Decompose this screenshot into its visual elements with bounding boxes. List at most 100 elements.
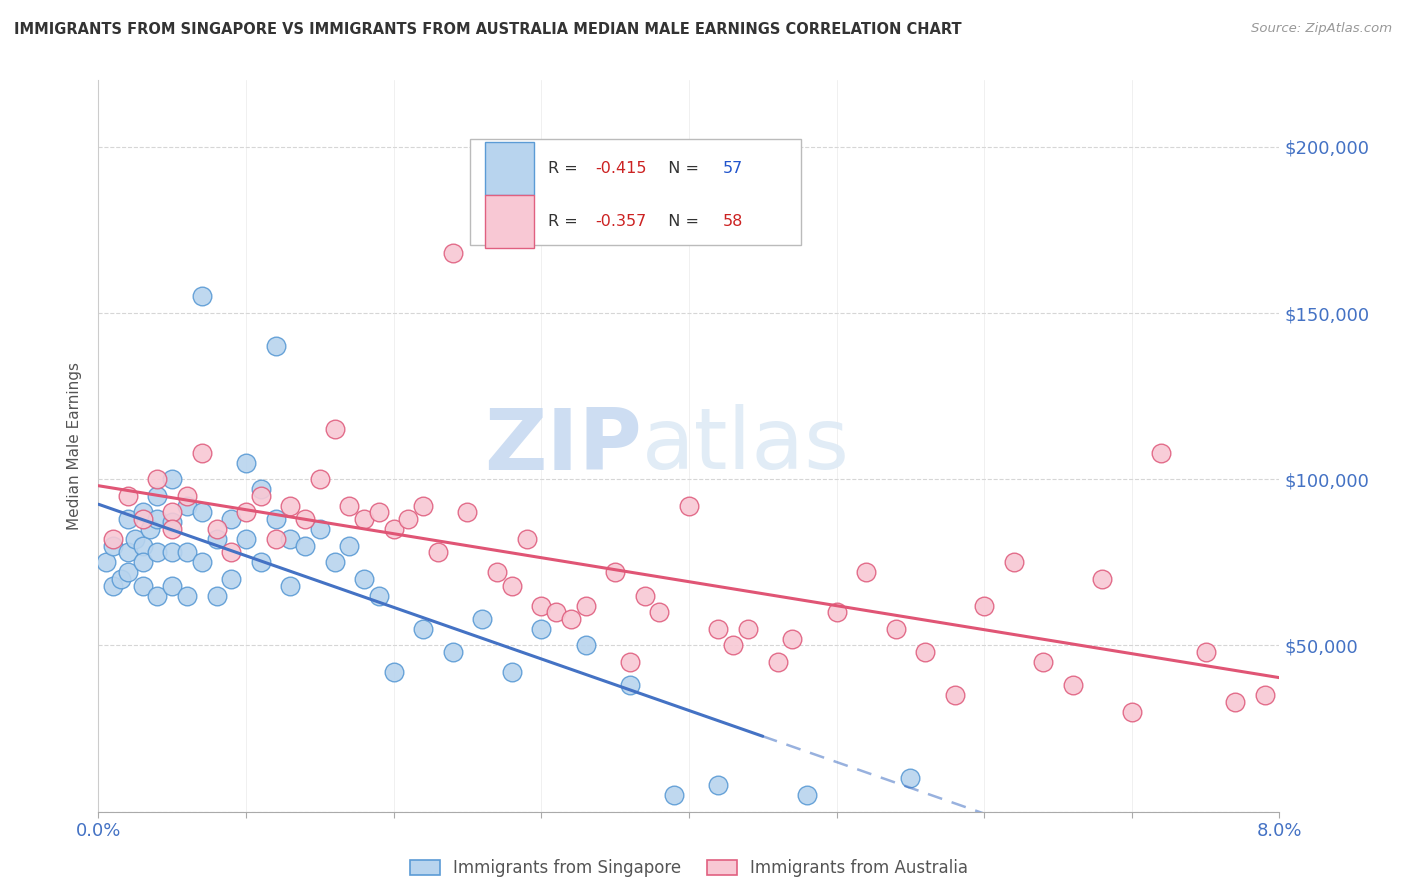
Point <box>176 489 198 503</box>
Point <box>337 499 360 513</box>
Point <box>219 545 242 559</box>
Point <box>219 512 242 526</box>
Point <box>664 788 686 802</box>
Point <box>132 506 155 520</box>
Point <box>124 532 146 546</box>
Point <box>132 555 155 569</box>
Point <box>426 545 449 559</box>
Point <box>235 532 257 546</box>
Point <box>1121 705 1143 719</box>
Point <box>530 599 553 613</box>
Point <box>973 599 995 613</box>
Point <box>308 522 332 536</box>
Point <box>914 645 936 659</box>
Point <box>162 545 183 559</box>
Text: ZIP: ZIP <box>484 404 641 488</box>
Point <box>884 622 907 636</box>
Point <box>501 579 523 593</box>
FancyBboxPatch shape <box>485 142 534 194</box>
Point <box>278 499 302 513</box>
Point <box>103 532 125 546</box>
Point <box>782 632 804 646</box>
Point <box>250 489 273 503</box>
Point <box>117 545 139 559</box>
Point <box>855 566 877 580</box>
Point <box>412 622 434 636</box>
Point <box>619 678 641 692</box>
Point <box>162 506 183 520</box>
Text: N =: N = <box>658 214 704 229</box>
Point <box>162 522 183 536</box>
Point <box>235 506 257 520</box>
Point <box>471 612 494 626</box>
Point <box>633 589 655 603</box>
Point <box>396 512 419 526</box>
Point <box>146 489 169 503</box>
Point <box>146 512 169 526</box>
Text: Source: ZipAtlas.com: Source: ZipAtlas.com <box>1251 22 1392 36</box>
Point <box>530 622 553 636</box>
Point <box>678 499 700 513</box>
Point <box>825 605 848 619</box>
Point <box>294 512 316 526</box>
Point <box>132 512 155 526</box>
Point <box>382 665 405 679</box>
Point <box>146 589 169 603</box>
Point <box>176 589 198 603</box>
Point <box>1194 645 1216 659</box>
Point <box>132 539 155 553</box>
Point <box>1062 678 1084 692</box>
Point <box>176 499 198 513</box>
Text: IMMIGRANTS FROM SINGAPORE VS IMMIGRANTS FROM AUSTRALIA MEDIAN MALE EARNINGS CORR: IMMIGRANTS FROM SINGAPORE VS IMMIGRANTS … <box>14 22 962 37</box>
Point <box>796 788 818 802</box>
Point <box>278 579 302 593</box>
Point <box>721 639 744 653</box>
Point <box>367 589 389 603</box>
Point <box>574 599 596 613</box>
Point <box>162 579 183 593</box>
Point <box>162 472 183 486</box>
Point <box>139 522 162 536</box>
Point <box>737 622 759 636</box>
Text: -0.357: -0.357 <box>596 214 647 229</box>
FancyBboxPatch shape <box>485 195 534 248</box>
FancyBboxPatch shape <box>471 139 801 245</box>
Point <box>648 605 671 619</box>
Point <box>162 516 183 530</box>
Point <box>191 445 214 459</box>
Point <box>250 555 273 569</box>
Point <box>456 506 478 520</box>
Point <box>278 532 302 546</box>
Point <box>110 572 132 586</box>
Point <box>146 545 169 559</box>
Point <box>353 572 375 586</box>
Text: R =: R = <box>548 214 583 229</box>
Point <box>235 456 257 470</box>
Point <box>146 472 169 486</box>
Point <box>1150 445 1173 459</box>
Point <box>353 512 375 526</box>
Point <box>176 545 198 559</box>
Text: -0.415: -0.415 <box>596 161 647 176</box>
Point <box>117 512 139 526</box>
Point <box>250 482 273 496</box>
Point <box>294 539 316 553</box>
Point <box>205 522 228 536</box>
Text: 57: 57 <box>723 161 744 176</box>
Point <box>943 689 966 703</box>
Point <box>308 472 332 486</box>
Point <box>264 532 287 546</box>
Point <box>103 579 125 593</box>
Point <box>337 539 360 553</box>
Point <box>191 506 214 520</box>
Point <box>619 655 641 669</box>
Point <box>205 589 228 603</box>
Point <box>132 579 155 593</box>
Text: R =: R = <box>548 161 583 176</box>
Point <box>103 539 125 553</box>
Point <box>323 422 346 436</box>
Point <box>191 555 214 569</box>
Point <box>264 512 287 526</box>
Point <box>1002 555 1025 569</box>
Point <box>191 289 214 303</box>
